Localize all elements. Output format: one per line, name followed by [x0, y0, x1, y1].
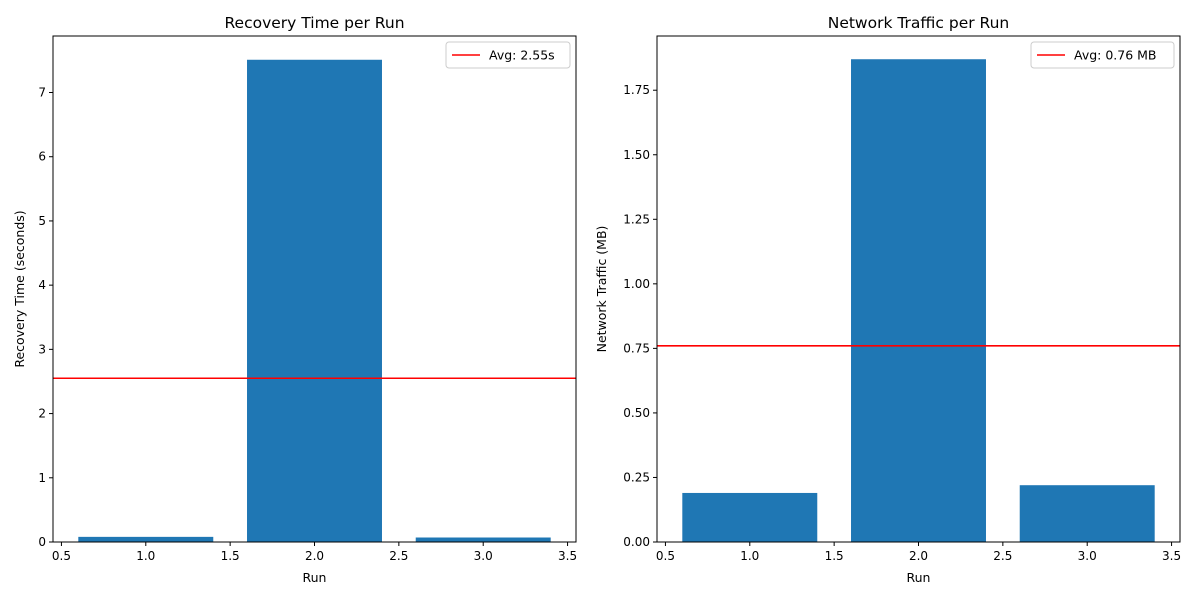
- network-traffic-y-tick-label: 1.50: [623, 148, 650, 162]
- network-traffic-x-tick-label: 2.5: [993, 549, 1012, 563]
- network-traffic-y-tick-label: 0.00: [623, 535, 650, 549]
- recovery-time-y-tick-label: 0: [38, 535, 46, 549]
- network-traffic-chart: 0.5 1.0 1.5 2.0 2.5 3.0 3.5 0.00 0.25 0.50 0.75 1.0…: [594, 14, 1181, 585]
- recovery-time-y-tick-label: 5: [38, 214, 46, 228]
- recovery-time-y-axis-label: Recovery Time (seconds): [12, 210, 27, 367]
- network-traffic-x-tick-label: 3.5: [1162, 549, 1181, 563]
- network-traffic-x-axis-label: Run: [907, 570, 931, 585]
- recovery-time-legend-label: Avg: 2.55s: [489, 48, 555, 63]
- recovery-time-bar-run-3: [415, 537, 551, 542]
- recovery-time-x-tick-label: 2.0: [305, 549, 324, 563]
- network-traffic-y-tick-label: 0.75: [623, 341, 650, 355]
- network-traffic-title: Network Traffic per Run: [828, 14, 1010, 32]
- recovery-time-x-tick-label: 2.5: [389, 549, 408, 563]
- recovery-time-x-axis-label: Run: [303, 570, 327, 585]
- recovery-time-y-tick-label: 4: [38, 278, 46, 292]
- network-traffic-x-tick-label: 1.0: [740, 549, 759, 563]
- recovery-time-x-tick-label: 1.0: [136, 549, 155, 563]
- recovery-time-y-tick-label: 1: [38, 471, 46, 485]
- network-traffic-bar-run-2: [851, 59, 986, 542]
- network-traffic-legend: Avg: 0.76 MB: [1030, 41, 1175, 69]
- recovery-time-chart: 0.5 1.0 1.5 2.0 2.5 3.0 3.5 0 1 2 3 4 5 6 7 Recovery Ti…: [12, 14, 577, 585]
- network-traffic-y-tick-label: 0.50: [623, 406, 650, 420]
- recovery-time-y-tick-label: 6: [38, 150, 46, 164]
- recovery-time-legend-box: [445, 41, 571, 69]
- network-traffic-y-tick-label: 1.25: [623, 212, 650, 226]
- recovery-time-x-tick-label: 3.5: [558, 549, 577, 563]
- network-traffic-x-tick-label: 0.5: [656, 549, 675, 563]
- recovery-time-bar-run-2: [247, 59, 382, 542]
- recovery-time-x-tick-label: 1.5: [221, 549, 240, 563]
- network-traffic-y-tick-label: 1.00: [623, 277, 650, 291]
- recovery-time-x-tick-label: 0.5: [52, 549, 71, 563]
- network-traffic-x-tick-label: 3.0: [1078, 549, 1097, 563]
- recovery-time-x-tick-label: 3.0: [474, 549, 493, 563]
- recovery-time-title: Recovery Time per Run: [224, 14, 404, 32]
- network-traffic-y-axis-label: Network Traffic (MB): [594, 226, 609, 353]
- network-traffic-legend-box: [1030, 41, 1175, 69]
- network-traffic-legend-label: Avg: 0.76 MB: [1074, 48, 1157, 63]
- network-traffic-bar-run-3: [1019, 485, 1155, 542]
- recovery-time-y-tick-label: 3: [38, 342, 46, 356]
- network-traffic-bar-run-1: [682, 492, 818, 542]
- network-traffic-x-tick-label: 1.5: [825, 549, 844, 563]
- recovery-time-y-tick-label: 7: [38, 86, 46, 100]
- network-traffic-y-tick-label: 1.75: [623, 83, 650, 97]
- recovery-time-bar-run-1: [78, 536, 214, 542]
- network-traffic-y-tick-label: 0.25: [623, 470, 650, 484]
- recovery-time-y-tick-label: 2: [38, 407, 46, 421]
- network-traffic-x-tick-label: 2.0: [909, 549, 928, 563]
- recovery-time-legend: Avg: 2.55s: [445, 41, 571, 69]
